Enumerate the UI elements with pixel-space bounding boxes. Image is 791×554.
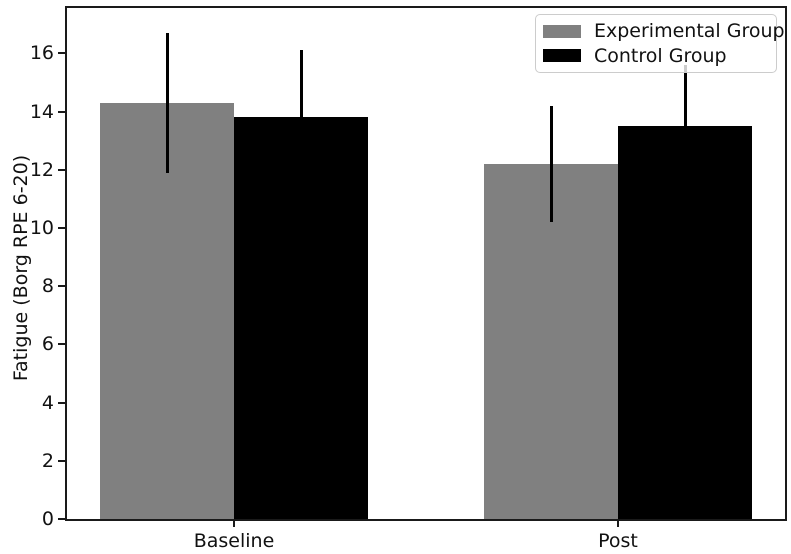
bar-experimental-group-post (484, 163, 618, 519)
x-tick-mark-post (617, 519, 619, 527)
error-bar-experimental-group-baseline (165, 33, 169, 173)
y-tick-mark-10 (58, 227, 66, 229)
legend-item-control-group: Control Group (536, 45, 776, 67)
x-tick-mark-baseline (233, 519, 235, 527)
legend-label-experimental-group: Experimental Group (594, 20, 785, 43)
y-tick-mark-12 (58, 168, 66, 171)
y-tick-label-6: 6 (41, 333, 54, 356)
y-tick-mark-0 (58, 518, 66, 520)
y-tick-label-10: 10 (29, 217, 54, 239)
legend-swatch-control-group (543, 49, 581, 63)
y-tick-label-4: 4 (41, 391, 54, 414)
y-tick-label-16: 16 (29, 42, 54, 65)
error-bar-control-group-baseline (299, 50, 303, 185)
error-bar-experimental-group-post (549, 105, 553, 223)
y-tick-mark-4 (58, 401, 66, 404)
x-tick-label-post: Post (598, 530, 638, 552)
y-tick-label-0: 0 (41, 508, 54, 530)
legend-label-control-group: Control Group (594, 44, 727, 67)
y-tick-label-8: 8 (41, 275, 54, 298)
y-tick-mark-14 (58, 110, 66, 113)
y-tick-label-2: 2 (41, 449, 54, 472)
x-tick-label-baseline: Baseline (193, 530, 275, 552)
y-tick-mark-8 (58, 285, 66, 288)
bar-control-group-post (618, 126, 752, 519)
y-tick-label-12: 12 (29, 158, 54, 181)
y-tick-label-14: 14 (29, 100, 54, 123)
legend-item-experimental-group: Experimental Group (536, 20, 785, 42)
error-bar-control-group-post (683, 65, 687, 188)
y-tick-mark-2 (58, 459, 66, 462)
legend-swatch-experimental-group (543, 24, 581, 38)
legend: Experimental Group Control Group (535, 14, 785, 73)
y-tick-mark-6 (58, 343, 66, 346)
y-tick-mark-16 (58, 52, 66, 55)
